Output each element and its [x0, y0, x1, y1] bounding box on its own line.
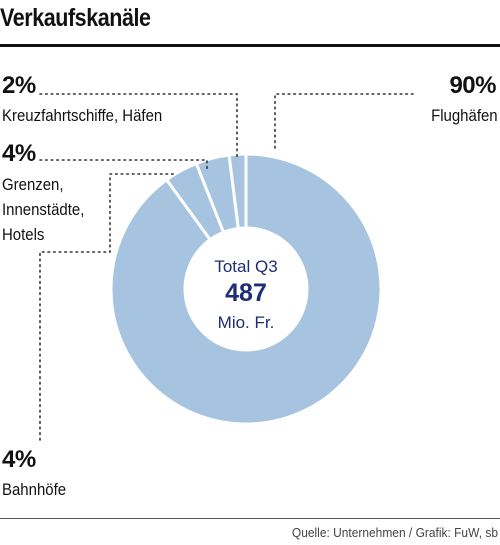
label-grenzen-line2: Innenstädte,: [2, 200, 85, 219]
center-total-label: Total Q3: [214, 257, 277, 276]
chart-title: Verkaufskanäle: [0, 4, 151, 32]
donut-hole: [185, 228, 307, 350]
center-total-value: 487: [225, 279, 267, 307]
label-flughafen-name: Flughäfen: [431, 106, 498, 125]
footer-rule: [0, 518, 500, 519]
label-grenzen-line1: Grenzen,: [2, 175, 64, 194]
center-total-unit: Mio. Fr.: [218, 313, 275, 332]
label-bahnhof-pct: 4%: [2, 446, 36, 473]
label-grenzen-line3: Hotels: [2, 225, 45, 244]
label-bahnhof-name: Bahnhöfe: [2, 480, 67, 499]
label-kreuzfahrt-pct: 2%: [2, 72, 36, 99]
leader-flughafen: [274, 93, 416, 149]
title-rule: [0, 44, 500, 47]
label-flughafen-pct: 90%: [449, 72, 496, 99]
source-note: Quelle: Unternehmen / Grafik: FuW, sb: [291, 525, 498, 540]
label-grenzen-pct: 4%: [2, 140, 36, 167]
leader-grenzen: [39, 159, 208, 173]
leader-kreuzfahrt: [39, 93, 238, 159]
label-kreuzfahrt-name: Kreuzfahrtschiffe, Häfen: [2, 106, 163, 125]
leader-bahnhof: [39, 173, 176, 441]
